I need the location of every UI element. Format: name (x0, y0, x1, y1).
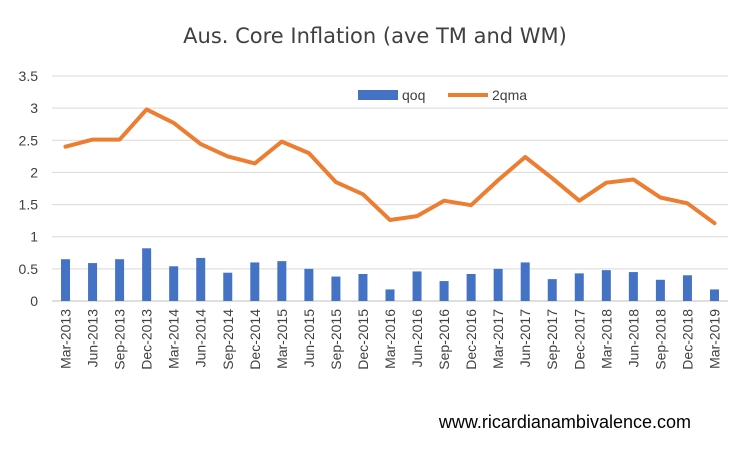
x-tick-label: Mar-2015 (274, 309, 290, 369)
x-tick-label: Dec-2017 (571, 309, 587, 370)
y-tick-label: 2.5 (19, 132, 39, 148)
y-axis-ticks: 0 0.5 1 1.5 2 2.5 3 3.5 (19, 68, 39, 309)
x-tick-label: Dec-2018 (679, 309, 695, 370)
watermark-url: www.ricardianambivalence.com (438, 412, 691, 432)
x-tick-label: Jun-2017 (517, 309, 533, 368)
x-tick-label: Jun-2014 (193, 309, 209, 368)
x-tick-label: Jun-2013 (85, 309, 101, 368)
y-tick-label: 2 (30, 164, 38, 180)
x-tick-label: Jun-2018 (625, 309, 641, 368)
x-tick-label: Mar-2017 (490, 309, 506, 369)
x-tick-label: Sep-2014 (220, 309, 236, 370)
qoq-bar (358, 274, 368, 301)
qoq-bar (277, 261, 287, 301)
qoq-bar (493, 268, 503, 301)
qoq-bar (682, 275, 692, 301)
x-tick-label: Mar-2014 (166, 309, 182, 369)
qoq-bar (250, 262, 260, 301)
qoq-bar (169, 266, 179, 301)
y-tick-label: 0 (30, 293, 38, 309)
qoq-bar (385, 289, 395, 301)
qoq-bar (439, 281, 449, 301)
x-tick-label: Jun-2016 (409, 309, 425, 368)
qoq-bar (142, 248, 152, 301)
legend-2qma-label: 2qma (492, 87, 527, 103)
qoq-bars (61, 248, 719, 301)
y-tick-label: 0.5 (19, 261, 39, 277)
x-axis-ticks: Mar-2013 Jun-2013 Sep-2013 Dec-2013 Mar-2014… (58, 309, 723, 370)
qoq-bar (520, 262, 530, 301)
x-tick-label: Dec-2014 (247, 309, 263, 370)
x-tick-label: Dec-2013 (139, 309, 155, 370)
qoq-bar (223, 272, 233, 301)
y-tick-label: 1.5 (19, 197, 39, 213)
legend-qoq-swatch (358, 90, 398, 100)
qoq-bar (196, 257, 206, 301)
x-tick-label: Dec-2015 (355, 309, 371, 370)
legend: qoq 2qma (358, 87, 527, 103)
qoq-bar (61, 259, 71, 301)
x-tick-label: Mar-2016 (382, 309, 398, 369)
2qma-line-layer (63, 107, 717, 226)
qoq-bar (709, 289, 719, 301)
2qma-line (63, 107, 717, 226)
qoq-bar (331, 276, 341, 301)
qoq-bar (304, 268, 314, 301)
qoq-bar (655, 279, 665, 301)
qoq-bar (412, 271, 422, 301)
gridlines (52, 75, 728, 302)
x-tick-label: Jun-2015 (301, 309, 317, 368)
qoq-bar (574, 273, 584, 301)
y-tick-label: 3 (30, 100, 38, 116)
qoq-bar (115, 259, 125, 301)
x-tick-label: Dec-2016 (463, 309, 479, 370)
x-tick-label: Sep-2015 (328, 309, 344, 370)
y-tick-label: 3.5 (19, 68, 39, 84)
qoq-bar (88, 263, 98, 301)
x-tick-label: Sep-2018 (652, 309, 668, 370)
x-tick-label: Mar-2018 (598, 309, 614, 369)
x-tick-label: Mar-2013 (58, 309, 74, 369)
x-tick-label: Mar-2019 (706, 309, 722, 369)
x-tick-label: Sep-2013 (112, 309, 128, 370)
x-tick-label: Sep-2016 (436, 309, 452, 370)
legend-qoq-label: qoq (402, 87, 425, 103)
x-tick-label: Sep-2017 (544, 309, 560, 370)
qoq-bar (466, 274, 476, 301)
chart-title: Aus. Core Inflation (ave TM and WM) (183, 24, 567, 48)
qoq-bar (601, 270, 611, 301)
y-tick-label: 1 (30, 229, 38, 245)
qoq-bar (547, 279, 557, 301)
qoq-bar (628, 272, 638, 301)
